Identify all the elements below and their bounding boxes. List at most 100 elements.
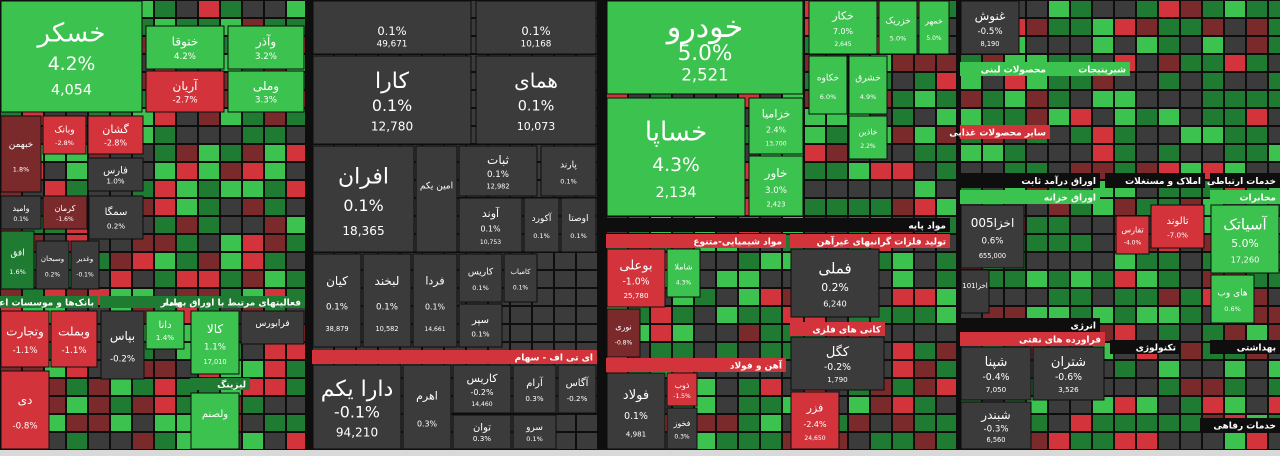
filler-tile: [1269, 289, 1280, 305]
filler-tile: [89, 397, 109, 413]
filler-tile: [1071, 91, 1091, 107]
filler-tile: [893, 307, 913, 323]
filler-tile: [1005, 91, 1025, 107]
tile-name: وملی: [253, 79, 279, 94]
filler-tile: [1005, 271, 1025, 287]
filler-tile: [915, 127, 935, 143]
tile-change: 0.2%: [821, 281, 848, 294]
filler-tile: [243, 415, 263, 431]
filler-tile: [1115, 1, 1135, 17]
filler-tile: [1247, 379, 1267, 395]
filler-tile: [1159, 253, 1179, 269]
tile-name: آسیاتک: [1223, 216, 1267, 234]
tile-change: -0.8%: [615, 340, 633, 347]
filler-tile: [1115, 253, 1135, 269]
tile-change: -0.4%: [982, 372, 1009, 383]
filler-tile: [265, 217, 285, 233]
filler-tile: [1115, 397, 1135, 413]
filler-tile: [915, 343, 935, 359]
filler-tile: [243, 199, 263, 215]
filler-tile: [155, 127, 175, 143]
filler-tile: [155, 109, 175, 125]
filler-tile: [871, 397, 891, 413]
filler-tile: [827, 163, 847, 179]
tile: [227, 70, 305, 113]
filler-tile: [1203, 325, 1223, 341]
tile: [458, 197, 523, 253]
filler-tile: [1093, 397, 1113, 413]
filler-tile: [243, 253, 263, 269]
tile: [145, 310, 185, 350]
tile-change: 3.0%: [765, 186, 787, 196]
tile: [918, 0, 950, 55]
filler-tile: [287, 199, 305, 215]
tile-name: غنوش: [975, 9, 1006, 24]
section-header: [1105, 173, 1205, 188]
filler-tile: [1181, 127, 1201, 143]
filler-tile: [1115, 127, 1135, 143]
tile: [666, 372, 698, 407]
filler-tile: [1181, 91, 1201, 107]
filler-tile: [1005, 109, 1025, 125]
filler-tile: [287, 361, 305, 377]
section-title: کانی های فلزی: [812, 326, 881, 336]
filler-tile: [199, 163, 219, 179]
filler-tile: [133, 271, 153, 287]
tile: [960, 269, 990, 314]
tile-change: 1.8%: [13, 166, 29, 174]
tile: [145, 70, 225, 113]
filler-tile: [849, 199, 869, 215]
filler-tile: [265, 433, 285, 449]
filler-tile: [893, 361, 913, 377]
tile-name: آوند: [482, 206, 500, 220]
tile-value: 4,054: [51, 82, 92, 98]
filler-tile: [1181, 55, 1201, 71]
filler-tile: [1247, 127, 1267, 143]
filler-tile: [243, 145, 263, 161]
filler-tile: [937, 163, 956, 179]
filler-tile: [155, 433, 175, 449]
tile-change: 0.1%: [13, 216, 29, 223]
tile-name: وتجارت: [6, 325, 44, 340]
tile-name: توان: [473, 423, 491, 434]
filler-tile: [1225, 379, 1245, 395]
tile-value: 18,365: [342, 224, 384, 238]
section-header: [1210, 173, 1280, 188]
tile-change: 0.2%: [45, 272, 61, 279]
filler-tile: [221, 235, 241, 251]
filler-tile: [555, 325, 575, 341]
filler-tile: [111, 253, 131, 269]
filler-tile: [915, 55, 935, 71]
filler-tile: [555, 433, 575, 449]
tile-change: -0.1%: [76, 272, 94, 279]
tile: [808, 0, 878, 55]
tile-name: اخزا101: [962, 282, 988, 290]
filler-tile: [915, 325, 935, 341]
tile-change: 7.0%: [833, 27, 854, 36]
filler-tile: [265, 127, 285, 143]
filler-tile: [937, 289, 956, 305]
tile-value: 12,982: [486, 183, 509, 191]
filler-tile: [221, 1, 241, 17]
filler-tile: [199, 1, 219, 17]
tile-change: 6.0%: [820, 93, 836, 101]
filler-tile: [695, 433, 715, 449]
filler-tile: [1225, 397, 1245, 413]
tile: [960, 346, 1032, 401]
tile-name: اهرم: [416, 390, 438, 403]
filler-tile: [1071, 433, 1091, 449]
filler-tile: [893, 433, 913, 449]
tile-value: 13,700: [765, 140, 786, 147]
filler-tile: [243, 163, 263, 179]
filler-tile: [1181, 19, 1201, 35]
filler-tile: [1115, 325, 1135, 341]
filler-tile: [1181, 397, 1201, 413]
tile: [848, 55, 888, 115]
filler-tile: [1049, 271, 1069, 287]
filler-tile: [265, 415, 285, 431]
section-header: [190, 378, 250, 390]
filler-tile: [555, 289, 575, 305]
filler-tile: [1181, 1, 1201, 17]
tile-name: بپاس: [110, 329, 135, 344]
